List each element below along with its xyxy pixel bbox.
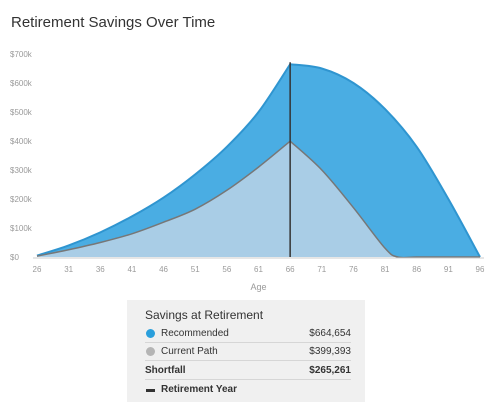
recommended-area (37, 64, 480, 258)
current-path-value: $399,393 (309, 346, 351, 357)
x-tick-label: 81 (381, 265, 390, 274)
y-tick-label: $300k (10, 166, 33, 175)
x-tick-label: 96 (476, 265, 485, 274)
retirement-year-dash-icon (146, 389, 155, 392)
retirement-year-label: Retirement Year (161, 384, 237, 395)
x-tick-label: 31 (64, 265, 73, 274)
x-tick-label: 61 (254, 265, 263, 274)
divider (145, 342, 351, 343)
y-tick-label: $100k (10, 224, 33, 233)
x-tick-label: 41 (127, 265, 136, 274)
x-tick-label: 51 (191, 265, 200, 274)
y-tick-label: $700k (10, 50, 33, 59)
x-tick-label: 36 (96, 265, 105, 274)
recommended-dot-icon (146, 329, 155, 338)
x-tick-label: 26 (33, 265, 42, 274)
y-tick-label: $0 (10, 253, 19, 262)
shortfall-label: Shortfall (145, 365, 186, 376)
y-tick-label: $200k (10, 195, 33, 204)
y-tick-label: $500k (10, 108, 33, 117)
shortfall-value: $265,261 (309, 365, 351, 376)
summary-row-recommended: Recommended $664,654 (145, 326, 351, 342)
recommended-label: Recommended (161, 328, 229, 339)
summary-row-current: Current Path $399,393 (145, 344, 351, 360)
chart-title: Retirement Savings Over Time (11, 14, 216, 31)
recommended-line (36, 63, 481, 258)
savings-summary-panel: Savings at Retirement Recommended $664,6… (127, 300, 365, 402)
y-tick-label: $400k (10, 137, 33, 146)
summary-row-retirement-year: Retirement Year (145, 382, 351, 398)
x-tick-label: 66 (286, 265, 295, 274)
x-tick-label: 71 (317, 265, 326, 274)
y-axis-ticks: $0 $100k $200k $300k $400k $500k $600k $700k (10, 50, 33, 262)
divider (145, 379, 351, 380)
divider (145, 360, 351, 361)
retirement-chart: $0 $100k $200k $300k $400k $500k $600k $700k 26… (10, 50, 485, 292)
x-tick-label: 91 (444, 265, 453, 274)
recommended-value: $664,654 (309, 328, 351, 339)
x-tick-label: 56 (222, 265, 231, 274)
x-tick-label: 46 (159, 265, 168, 274)
current-path-label: Current Path (161, 346, 218, 357)
y-tick-label: $600k (10, 79, 33, 88)
current-path-dot-icon (146, 347, 155, 356)
x-axis-label: Age (250, 282, 266, 292)
summary-title: Savings at Retirement (145, 308, 264, 322)
x-axis-ticks: 26 31 36 41 46 51 56 61 66 71 76 81 86 91 96 (33, 265, 485, 274)
x-tick-label: 76 (349, 265, 358, 274)
x-tick-label: 86 (412, 265, 421, 274)
summary-row-shortfall: Shortfall $265,261 (145, 363, 351, 379)
